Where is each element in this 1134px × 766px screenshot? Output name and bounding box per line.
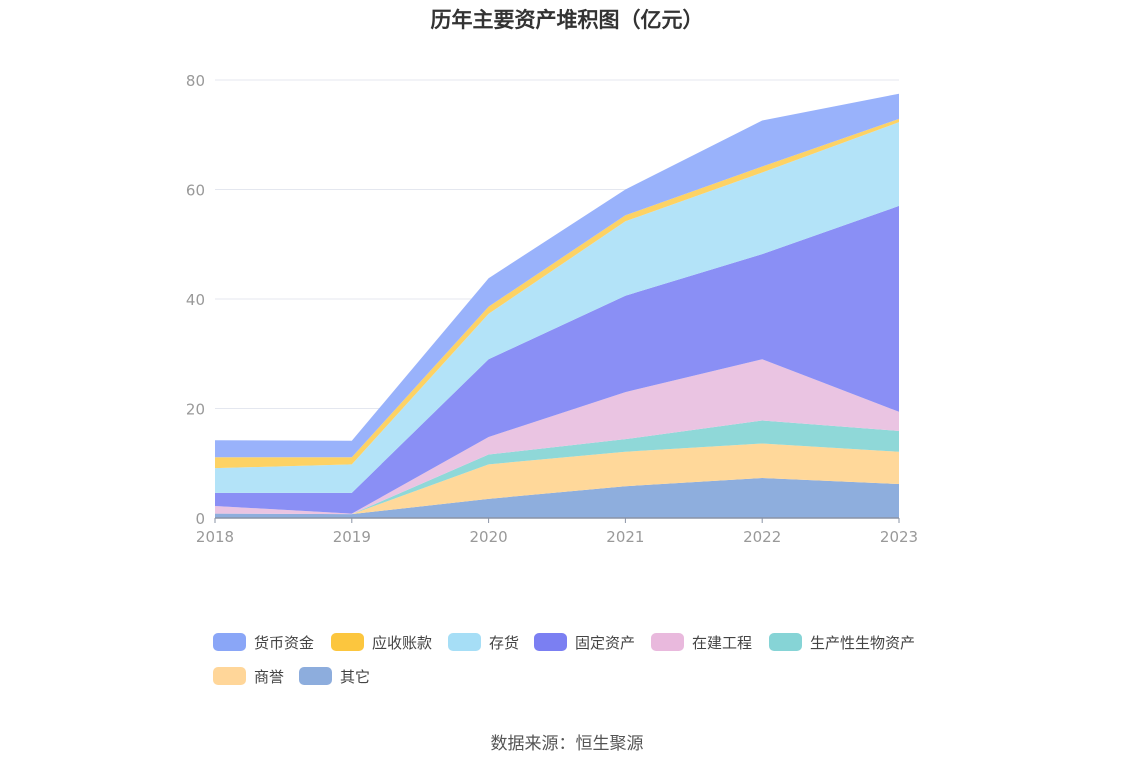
legend-swatch <box>213 633 246 651</box>
x-tick-label: 2020 <box>470 528 508 546</box>
x-tick-label: 2023 <box>880 528 918 546</box>
legend-item[interactable]: 货币资金 <box>213 630 314 654</box>
legend-label: 货币资金 <box>254 633 315 652</box>
y-tick-label: 0 <box>195 510 205 528</box>
legend-label: 存货 <box>489 633 520 652</box>
legend-swatch <box>299 667 332 685</box>
area-series-4 <box>215 205 899 514</box>
legend-item[interactable]: 其它 <box>299 664 370 688</box>
legend-label: 生产性生物资产 <box>810 633 916 652</box>
legend-item[interactable]: 在建工程 <box>651 630 752 654</box>
area-series-1 <box>215 443 899 515</box>
legend-item[interactable]: 应收账款 <box>331 630 432 654</box>
x-tick-label: 2019 <box>333 528 371 546</box>
legend-swatch <box>651 633 684 651</box>
legend-item[interactable]: 存货 <box>448 630 519 654</box>
chart-title: 历年主要资产堆积图（亿元） <box>430 8 704 32</box>
y-tick-label: 60 <box>186 182 205 200</box>
y-tick-label: 40 <box>186 291 205 309</box>
stacked-area-chart: 0 20 40 60 80 2018 2019 2020 2021 2022 2023 <box>186 72 918 546</box>
x-tick-label: 2021 <box>606 528 644 546</box>
area-series-0 <box>215 478 899 518</box>
legend-swatch <box>213 667 246 685</box>
legend-label: 应收账款 <box>372 633 433 652</box>
legend-swatch <box>769 633 802 651</box>
legend-label: 商誉 <box>254 667 285 686</box>
legend-item[interactable]: 固定资产 <box>534 630 635 654</box>
area-series-3 <box>215 359 899 515</box>
legend-label: 固定资产 <box>575 633 636 652</box>
legend-item[interactable]: 商誉 <box>213 664 284 688</box>
legend-swatch <box>534 633 567 651</box>
data-source: 数据来源：恒生聚源 <box>490 734 644 754</box>
legend-item[interactable]: 生产性生物资产 <box>769 630 915 654</box>
x-tick-label: 2018 <box>196 528 234 546</box>
legend-label: 在建工程 <box>692 633 753 652</box>
legend-swatch <box>331 633 364 651</box>
area-series-5 <box>215 122 899 493</box>
x-tick-label: 2022 <box>743 528 781 546</box>
y-tick-label: 20 <box>186 401 205 419</box>
legend-swatch <box>448 633 481 651</box>
area-series-2 <box>215 420 899 515</box>
area-series-7 <box>215 93 899 458</box>
y-tick-label: 80 <box>186 72 205 90</box>
legend-label: 其它 <box>340 667 371 686</box>
